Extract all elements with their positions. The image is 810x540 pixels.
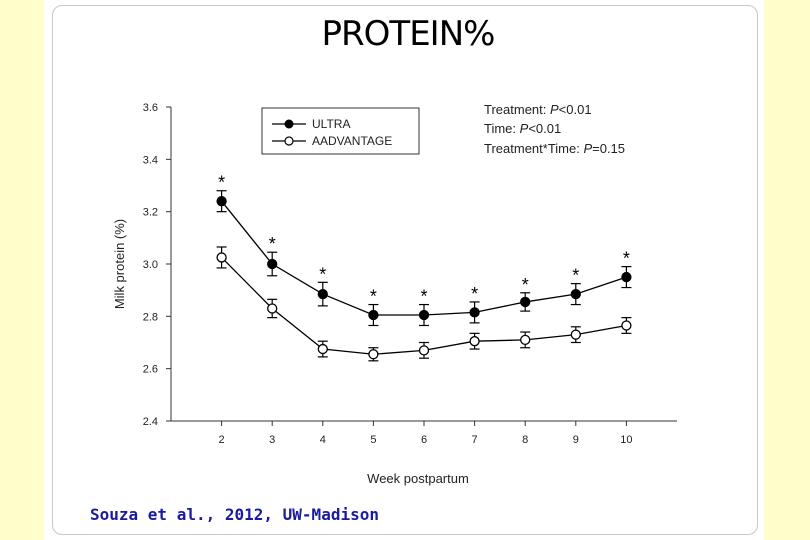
stat-time-value: <0.01	[528, 121, 561, 136]
stat-treatment-p: P	[550, 102, 559, 117]
x-tick-label: 4	[320, 434, 326, 446]
x-tick-label: 7	[472, 434, 478, 446]
y-tick-label: 2.6	[143, 364, 158, 376]
legend-marker-aadvantage	[284, 136, 294, 146]
data-point-ultra	[418, 309, 430, 321]
data-point-aadvantage	[317, 343, 328, 355]
data-point-ultra	[520, 296, 531, 308]
stat-interaction: Treatment*Time: P=0.15	[484, 141, 625, 156]
x-tick-label: 6	[421, 434, 427, 446]
data-point-aadvantage	[267, 303, 278, 314]
significance-star: *	[623, 249, 630, 269]
significance-star: *	[218, 173, 225, 193]
significance-star: *	[471, 284, 478, 304]
data-point-ultra	[216, 196, 227, 207]
significance-star: *	[269, 234, 276, 254]
stat-time-label: Time:	[484, 121, 520, 136]
y-tick-label: 3.6	[143, 102, 158, 114]
data-point-aadvantage	[368, 349, 379, 360]
slide-title: PROTEIN%	[321, 14, 496, 54]
stat-treatment-value: <0.01	[559, 102, 592, 117]
data-point-aadvantage	[216, 252, 227, 263]
chart-card	[52, 5, 758, 535]
data-point-ultra	[570, 288, 581, 300]
stat-time-p: P	[520, 121, 529, 136]
legend-box	[261, 107, 420, 155]
significance-star: *	[572, 266, 579, 286]
legend-label-ultra: ULTRA	[312, 117, 350, 131]
significance-star: *	[420, 287, 427, 307]
data-point-ultra	[368, 309, 379, 321]
legend-label-aadvantage: AADVANTAGE	[312, 134, 392, 148]
y-tick-label: 3.0	[143, 259, 158, 271]
y-tick-label: 3.2	[143, 207, 158, 219]
stat-interaction-label: Treatment*Time:	[484, 141, 583, 156]
source-credit: Souza et al., 2012, UW-Madison	[90, 505, 379, 524]
stat-interaction-value: =0.15	[592, 141, 625, 156]
x-tick-label: 9	[573, 434, 579, 446]
legend-marker-ultra	[284, 119, 294, 129]
data-point-ultra	[469, 307, 480, 318]
x-tick-label: 3	[269, 434, 275, 446]
y-tick-label: 2.8	[143, 311, 158, 323]
y-tick-label: 3.4	[143, 154, 158, 166]
y-tick-label: 2.4	[143, 416, 158, 428]
x-tick-label: 8	[522, 434, 528, 446]
stat-treatment: Treatment: P<0.01	[484, 102, 592, 117]
y-axis-label: Milk protein (%)	[112, 219, 127, 309]
axes-layer: 2.4 2.6 2.8 3.0 3.2 3.4 3.6 2 3 4 5 6 7 8 9 10	[143, 102, 677, 446]
stat-interaction-p: P	[583, 141, 592, 156]
data-point-aadvantage	[469, 336, 480, 347]
data-point-ultra	[621, 271, 632, 283]
significance-star: *	[522, 275, 529, 295]
data-point-aadvantage	[418, 345, 430, 356]
data-point-aadvantage	[570, 329, 581, 340]
data-point-ultra	[317, 288, 328, 300]
significance-star: *	[370, 287, 377, 307]
series-layer: * * * * * * * * *	[216, 173, 632, 362]
stat-time: Time: P<0.01	[484, 121, 561, 136]
x-axis-label: Week postpartum	[367, 471, 469, 486]
data-point-aadvantage	[621, 320, 632, 331]
x-tick-label: 10	[620, 434, 632, 446]
x-tick-label: 2	[219, 434, 225, 446]
significance-star: *	[319, 264, 326, 284]
data-point-aadvantage	[520, 334, 531, 346]
x-tick-label: 5	[370, 434, 376, 446]
data-point-ultra	[267, 258, 278, 270]
stat-treatment-label: Treatment:	[484, 102, 550, 117]
